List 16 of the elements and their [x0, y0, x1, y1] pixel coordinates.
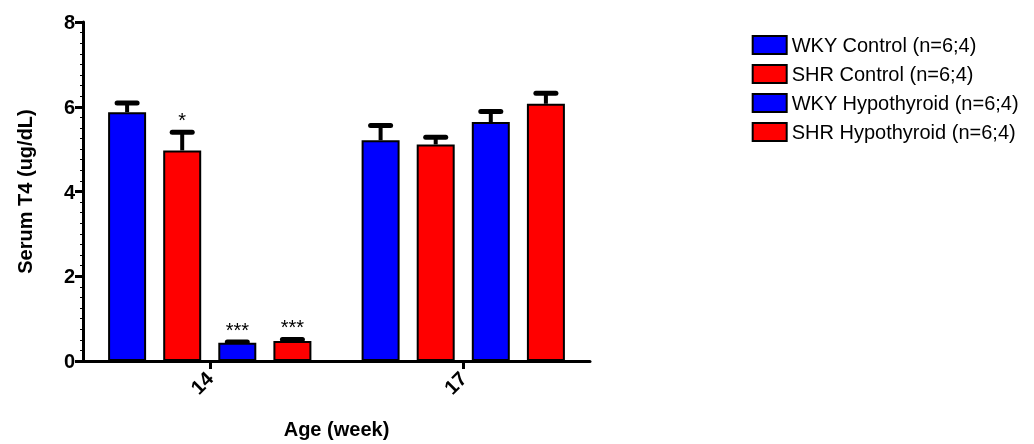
x-tick-label: 14	[186, 367, 218, 399]
y-tick-label: 0	[63, 350, 75, 372]
legend-label: WKY Hypothyroid (n=6;4)	[791, 92, 1019, 114]
y-tick-label: 2	[63, 265, 75, 288]
y-tick-label: 4	[63, 180, 76, 203]
legend-label: WKY Control (n=6;4)	[791, 34, 977, 56]
x-axis-title: Age (week)	[283, 418, 390, 440]
data-label: ***	[225, 318, 250, 341]
data-label: *	[178, 108, 187, 131]
y-tick-label: 6	[63, 95, 75, 118]
y-tick-label: 8	[63, 11, 75, 33]
x-tick-label: 17	[439, 367, 472, 399]
y-axis-title: Serum T4 (ug/dL)	[14, 109, 36, 274]
data-label: ***	[280, 316, 305, 339]
legend-label: SHR Hypothyroid (n=6;4)	[791, 121, 1016, 143]
legend-label: SHR Control (n=6;4)	[791, 63, 974, 85]
